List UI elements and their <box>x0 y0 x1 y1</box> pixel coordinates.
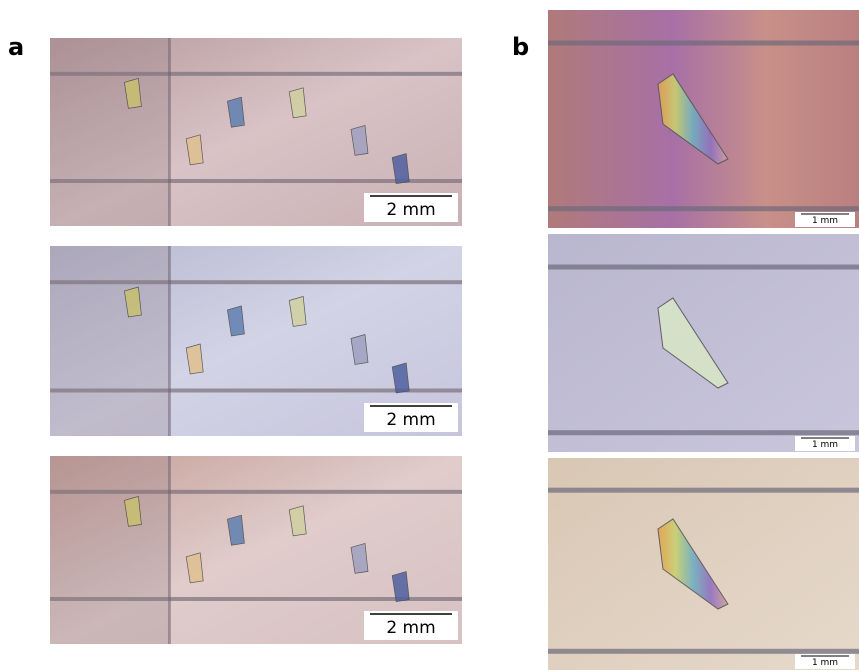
photo: 1 mm <box>548 10 859 228</box>
tube-end <box>50 456 169 644</box>
capillary-wall <box>548 430 859 435</box>
capillary-wall <box>548 206 859 211</box>
capillary-wall <box>548 488 859 493</box>
photo: 1 mm <box>548 458 859 670</box>
panel-label: a <box>8 33 24 61</box>
scale-label: 2 mm <box>386 200 435 220</box>
photo: 2 mm <box>50 246 462 436</box>
scale-label: 1 mm <box>812 216 838 226</box>
scale-label: 2 mm <box>386 410 435 430</box>
capillary-wall <box>548 649 859 654</box>
panel-label: b <box>512 33 529 61</box>
photo: 1 mm <box>548 234 859 452</box>
capillary-wall <box>548 41 859 46</box>
scale-label: 2 mm <box>386 618 435 638</box>
scale-label: 1 mm <box>812 658 838 668</box>
tube-end <box>50 38 169 226</box>
scale-label: 1 mm <box>812 440 838 450</box>
photo: 2 mm <box>50 38 462 226</box>
figure: a b 2 mm 2 mm 2 mm 1 mm 1 mm 1 mm <box>0 0 859 670</box>
tube-end <box>50 246 169 436</box>
capillary-wall <box>548 265 859 270</box>
photo: 2 mm <box>50 456 462 644</box>
